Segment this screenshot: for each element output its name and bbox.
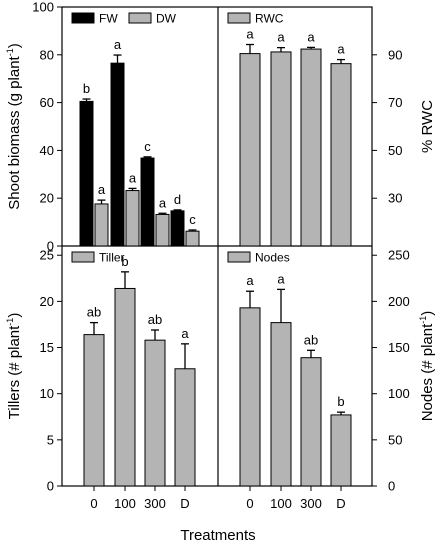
bar-fw	[79, 100, 94, 247]
y-axis-title: Tillers (# plant-1)	[5, 313, 23, 420]
bar-tiller	[114, 287, 136, 487]
bar-dw	[94, 203, 109, 247]
y-tick-label: 50	[388, 432, 402, 447]
significance-letter: a	[246, 273, 254, 288]
y-tick-label: 0	[47, 239, 54, 254]
significance-letter: a	[337, 42, 345, 57]
significance-letter: b	[337, 394, 344, 409]
x-tick-label: 100	[114, 496, 136, 511]
x-tick-label: 0	[246, 496, 253, 511]
significance-letter: a	[277, 271, 285, 286]
significance-letter: c	[189, 212, 196, 227]
legend-label-tiller: Tiller	[99, 251, 125, 265]
y-tick-label: 50	[388, 143, 402, 158]
bar-dw	[155, 213, 170, 247]
bar-tiller	[83, 334, 105, 487]
x-tick-label: D	[180, 496, 189, 511]
y-tick-label: 10	[40, 386, 54, 401]
significance-letter: a	[181, 326, 189, 341]
x-tick-label: D	[336, 496, 345, 511]
legend-swatch-tiller	[71, 251, 95, 263]
y-tick-label: 90	[388, 47, 402, 62]
bar-nodes	[239, 307, 261, 487]
significance-letter: ab	[87, 305, 101, 320]
bar-rwc	[239, 53, 261, 247]
legend-swatch-dw	[128, 12, 152, 24]
bar-dw	[125, 190, 140, 247]
y-axis-title: Shoot biomass (g plant-1)	[5, 43, 23, 209]
significance-letter: a	[159, 195, 167, 210]
bar-nodes	[330, 414, 352, 487]
legend: FW DW	[71, 12, 177, 26]
y-tick-label: 20	[40, 191, 54, 206]
x-axis-title: Treatments	[180, 527, 255, 544]
legend: RWC	[227, 12, 284, 26]
legend: Tiller	[71, 251, 125, 265]
bar-rwc	[270, 51, 292, 247]
y-tick-label: 20	[40, 294, 54, 309]
significance-letter: a	[307, 29, 315, 44]
significance-letter: ab	[304, 332, 318, 347]
y-tick-label: 100	[32, 0, 54, 15]
category-labels: 0 100 300 D 0 100 300 D	[90, 486, 346, 511]
bar-nodes	[300, 357, 322, 487]
legend-label-fw: FW	[99, 12, 118, 26]
y-tick-label: 5	[47, 432, 54, 447]
x-tick-label: 300	[144, 496, 166, 511]
bar-rwc	[330, 63, 352, 247]
significance-letter: a	[277, 30, 285, 45]
significance-letter: d	[174, 192, 181, 207]
y-tick-label: 150	[388, 340, 410, 355]
y-tick-label: 40	[40, 143, 54, 158]
y-axis-title: % RWC	[419, 100, 436, 153]
significance-letter: ab	[148, 312, 162, 327]
significance-letter: a	[129, 170, 137, 185]
x-tick-label: 0	[90, 496, 97, 511]
legend-swatch-nodes	[227, 251, 251, 263]
y-tick-label: 0	[388, 479, 395, 494]
significance-letter: a	[114, 37, 122, 52]
bar-tiller	[174, 368, 196, 487]
x-tick-label: 300	[300, 496, 322, 511]
y-tick-label: 60	[40, 95, 54, 110]
legend: Nodes	[227, 251, 290, 265]
legend-label-nodes: Nodes	[255, 251, 290, 265]
significance-letter: b	[121, 254, 128, 269]
legend-swatch-rwc	[227, 12, 251, 24]
y-axis-title: Nodes (# plant-1)	[418, 311, 436, 422]
panel-top-left: 0 20 40 60 80 100 Shoot biomass (g plant-1) b a c…	[5, 0, 200, 254]
bar-fw	[110, 62, 125, 247]
panel-bottom-left: 0 5 10 15 20 25 Tillers (# plant-1) ab b ab a Tille…	[5, 248, 196, 494]
y-tick-label: 80	[40, 47, 54, 62]
bar-rwc	[300, 48, 322, 247]
bar-fw	[140, 157, 155, 247]
legend-swatch-fw	[71, 12, 95, 24]
bar-fw	[170, 210, 185, 247]
bar-dw	[185, 230, 200, 247]
bar-tiller	[144, 339, 166, 487]
y-tick-label: 25	[40, 248, 54, 263]
significance-letter: a	[98, 182, 106, 197]
y-tick-label: 100	[388, 386, 410, 401]
bar-nodes	[270, 322, 292, 487]
y-tick-label: 30	[388, 191, 402, 206]
legend-label-dw: DW	[156, 12, 177, 26]
y-tick-label: 200	[388, 294, 410, 309]
y-tick-label: 15	[40, 340, 54, 355]
legend-label-rwc: RWC	[255, 12, 284, 26]
y-tick-label: 70	[388, 95, 402, 110]
y-tick-label: 0	[47, 479, 54, 494]
significance-letter: b	[83, 81, 90, 96]
significance-letter: c	[144, 139, 151, 154]
significance-letter: a	[246, 27, 254, 42]
x-tick-label: 100	[270, 496, 292, 511]
panel-bottom-right: 0 50 100 150 200 250 Nodes (# plant-1) a a ab b Nod…	[227, 248, 436, 494]
y-tick-label: 250	[388, 248, 410, 263]
